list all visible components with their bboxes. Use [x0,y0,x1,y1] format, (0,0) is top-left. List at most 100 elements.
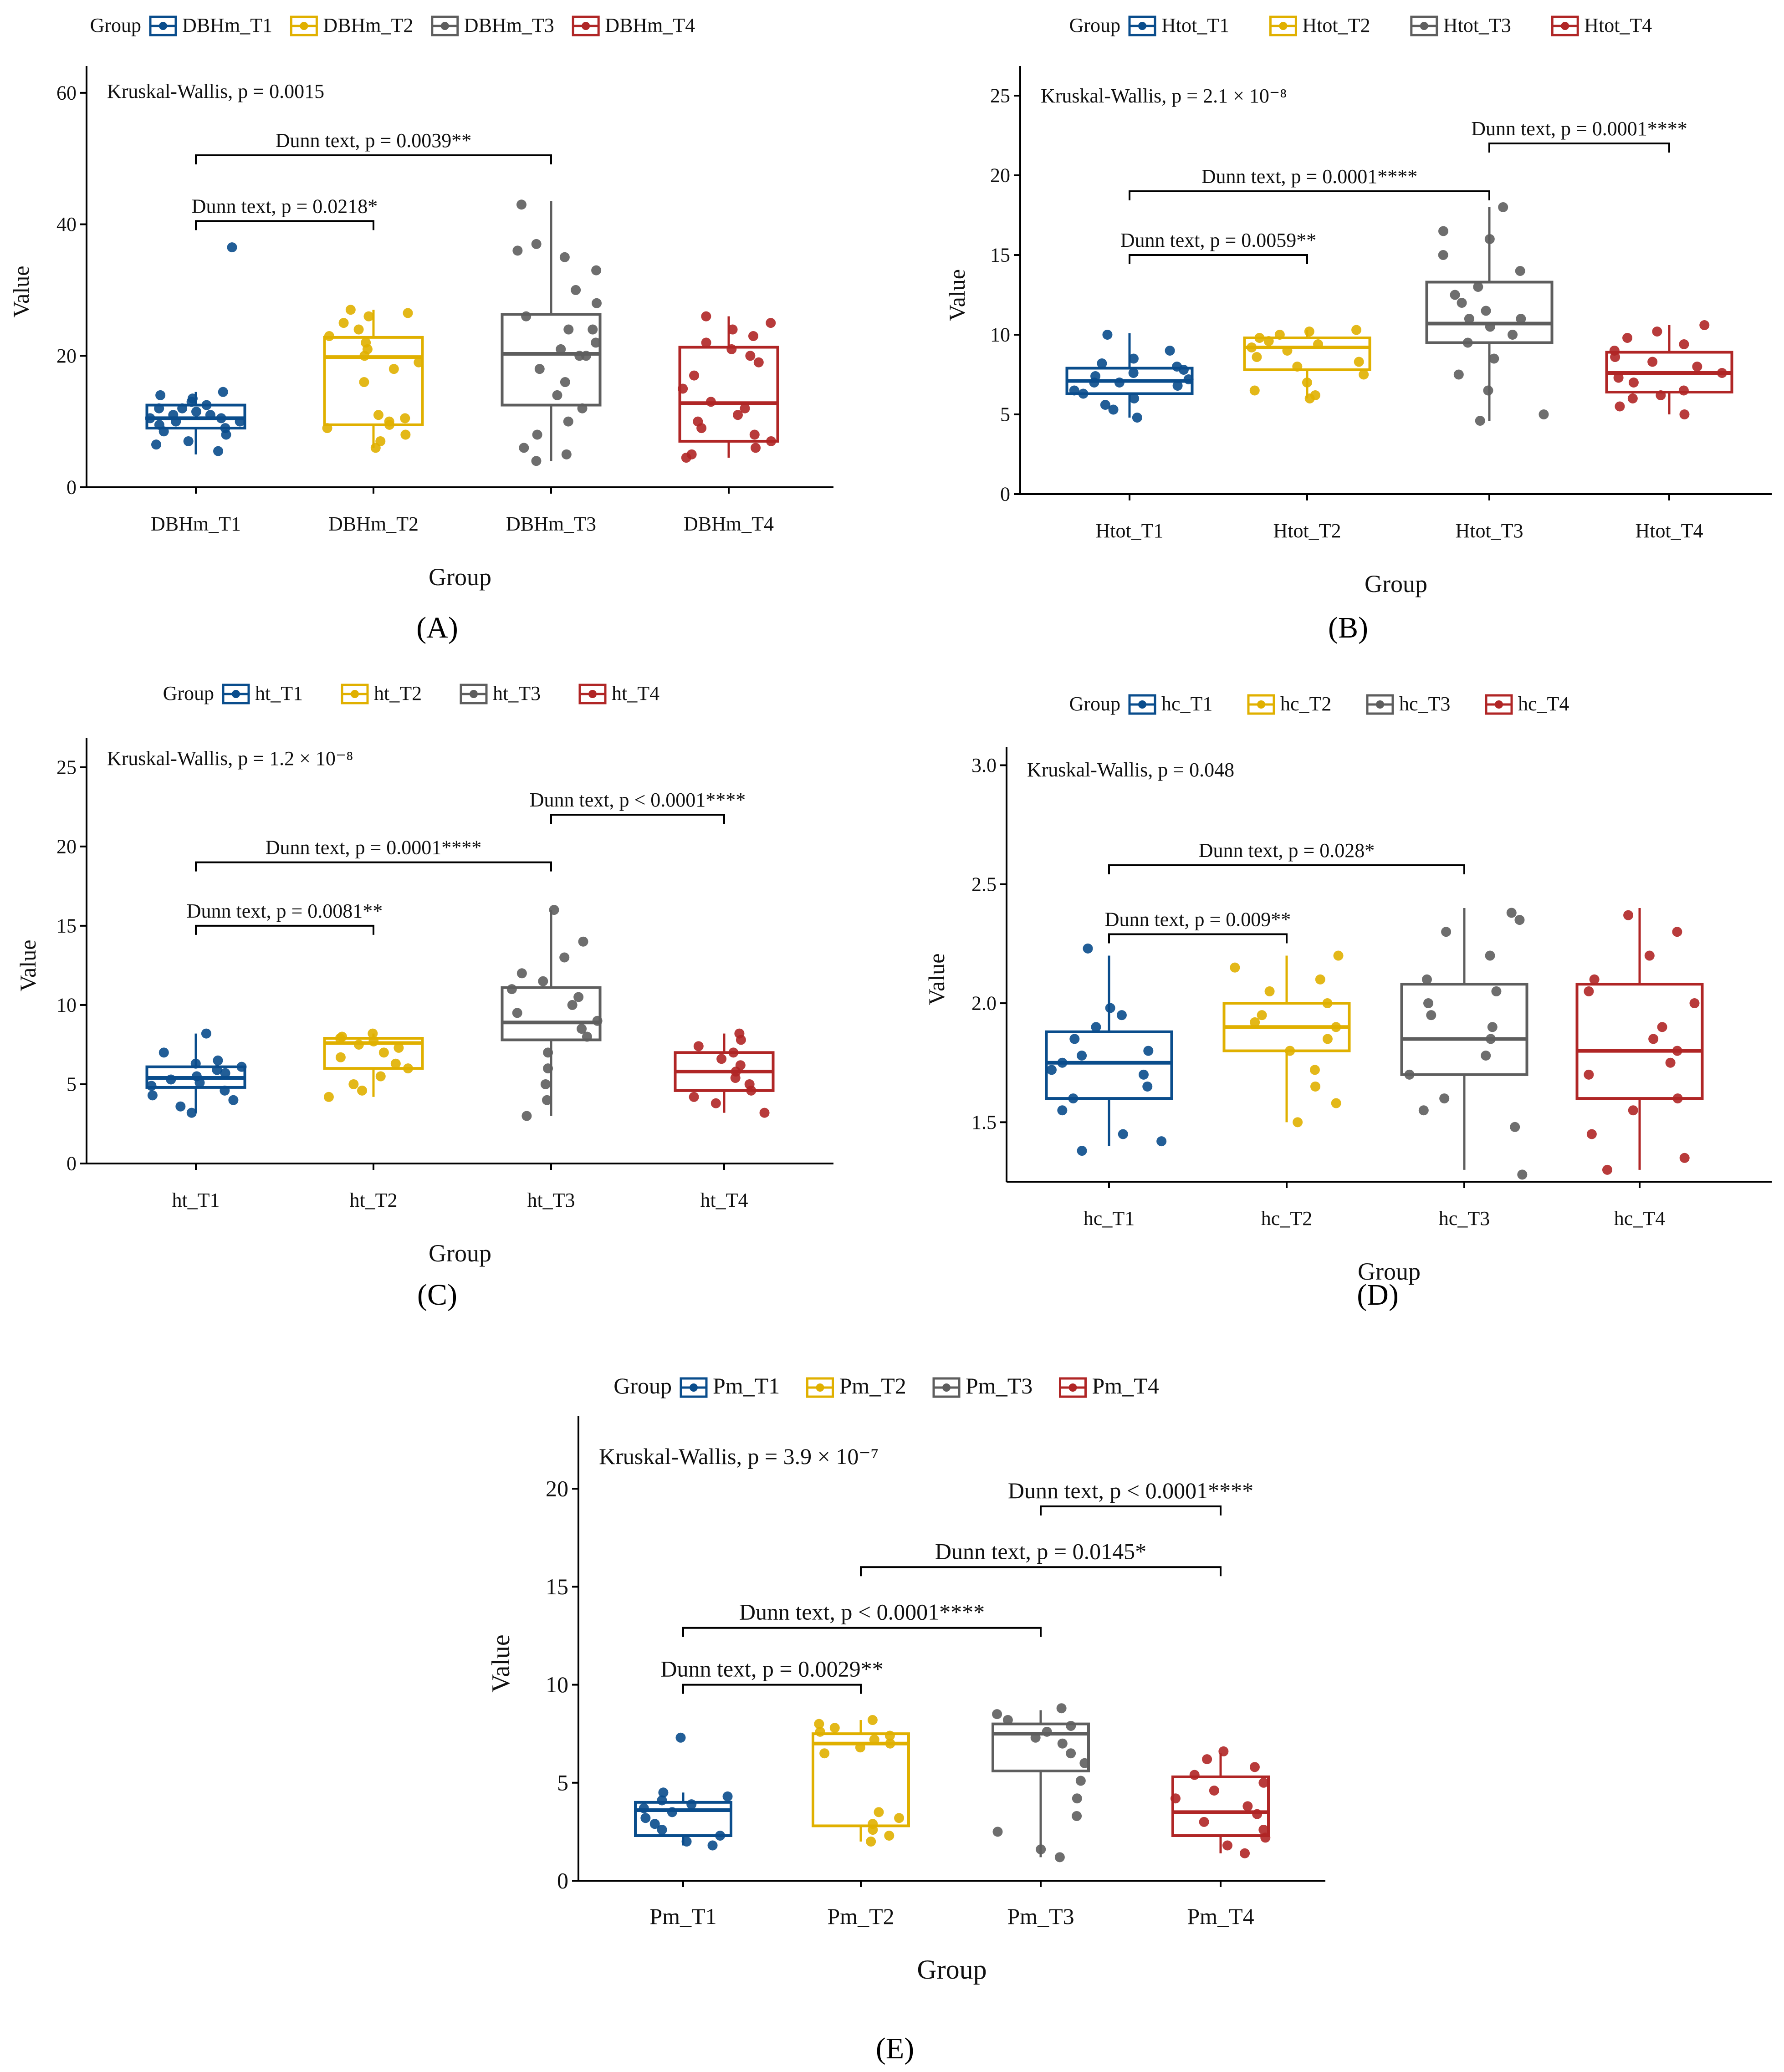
comparison-bracket: Dunn text, p < 0.0001**** [682,1599,1042,1637]
data-point [1322,998,1333,1009]
y-tick-label: 3.0 [971,754,997,776]
data-point [1657,1022,1667,1032]
data-point [869,1735,879,1745]
box-DBHm_T1 [145,242,246,456]
data-point [400,413,410,424]
legend-key-dot [440,22,449,30]
legend-item-ht_T2: ht_T2 [341,682,422,704]
data-point [543,1047,553,1058]
comparison-bracket: Dunn text, p < 0.0001**** [530,789,746,824]
data-point [375,436,386,446]
data-point [168,410,179,420]
bracket-line [1129,190,1490,200]
data-point [1057,1105,1068,1116]
bracket-line [195,924,374,935]
data-point [236,1062,247,1072]
data-point [711,1098,721,1108]
data-point [689,370,700,381]
data-point [1679,339,1689,349]
data-point [884,1831,895,1841]
y-tick-label: 25 [990,85,1010,107]
legend-item-hc_T1: hc_T1 [1128,693,1212,715]
legend-item-Pm_T2: Pm_T2 [806,1373,906,1398]
data-point [1584,1069,1594,1080]
data-point [1689,998,1700,1009]
y-tick-label: 0 [66,476,77,499]
data-point [151,439,161,450]
data-point [1249,385,1260,396]
data-point [1249,1762,1260,1772]
legend-label: Pm_T4 [1092,1373,1159,1398]
data-point [588,324,598,335]
data-point [1484,234,1495,244]
bracket-line [1129,254,1308,264]
y-tick-label: 40 [56,213,77,235]
data-point [735,1060,746,1071]
chart-panel-E: 0 5 10 15 20 Value Pm_T1 Pm_T2 Pm_T3 Pm_T4 Group Kr… [487,1373,1325,1985]
data-point [577,403,588,413]
comparison-label: Dunn text, p < 0.0001**** [739,1599,985,1625]
data-point [1292,362,1303,372]
data-point [582,1031,592,1042]
data-point [1331,1098,1341,1108]
data-point [766,318,776,328]
comparison-label: Dunn text, p = 0.028* [1199,839,1375,862]
legend-title: Group [1069,693,1120,715]
data-point [348,1079,359,1089]
y-tick-label: 20 [56,345,77,367]
data-point [1652,327,1662,337]
comparison-label: Dunn text, p = 0.0039** [276,129,472,152]
legend-item-hc_T2: hc_T2 [1247,693,1331,715]
data-point [1310,1081,1320,1092]
comparison-bracket: Dunn text, p = 0.0218* [192,195,378,230]
data-point [1230,962,1240,973]
data-point [384,416,394,427]
data-point [1438,250,1448,260]
data-point [1351,325,1362,335]
data-point [1128,353,1139,364]
kruskal-wallis-label: Kruskal-Wallis, p = 0.048 [1027,759,1234,781]
data-point [388,364,399,374]
comparison-bracket: Dunn text, p = 0.0001**** [1471,117,1687,153]
data-point [1717,368,1727,378]
legend-item-hc_T4: hc_T4 [1485,693,1569,715]
y-tick-label: 15 [56,914,77,937]
chart-panel-A: 0 20 40 60 Value DBHm_T1 DBHm_T2 DBHm_T3 DBHm_T4… [8,14,833,591]
legend-item-DBHm_T1: DBHm_T1 [149,14,272,36]
data-point [1046,1065,1057,1075]
data-point [191,1071,202,1082]
y-tick-label: 5 [557,1770,568,1795]
y-tick-label: 0 [66,1153,77,1175]
data-point [814,1719,824,1729]
data-point [506,984,517,995]
kruskal-wallis-label: Kruskal-Wallis, p = 1.2 × 10⁻⁸ [107,747,353,770]
data-point [874,1807,884,1817]
data-point [205,410,215,420]
data-point [1056,1703,1067,1714]
legend-label: Pm_T2 [839,1373,906,1398]
data-point [521,1111,532,1121]
data-point [1441,927,1452,937]
data-point [1254,333,1265,343]
data-point [1648,1034,1659,1044]
comparison-bracket: Dunn text, p = 0.028* [1108,839,1465,874]
x-tick-label: ht_T4 [700,1189,748,1211]
data-point [1114,378,1125,388]
legend: Group ht_T1 ht_T2 ht_T3 ht_T4 [163,682,660,704]
x-tick-label: Pm_T3 [1007,1904,1074,1929]
data-point [753,357,764,367]
data-point [190,1058,201,1069]
data-point [375,1071,386,1082]
data-point [1199,1817,1209,1827]
data-point [186,1107,197,1118]
data-point [1054,1852,1065,1863]
box-iqr [501,313,602,407]
data-point [552,390,562,400]
data-point [1584,986,1594,996]
y-axis-label: Value [944,269,970,321]
box-Pm_T3 [992,1703,1090,1863]
y-tick-label: 15 [546,1574,568,1599]
legend-key-dot [690,1383,698,1392]
comparison-bracket: Dunn text, p = 0.009** [1105,908,1291,944]
y-axis-label: Value [487,1634,515,1693]
